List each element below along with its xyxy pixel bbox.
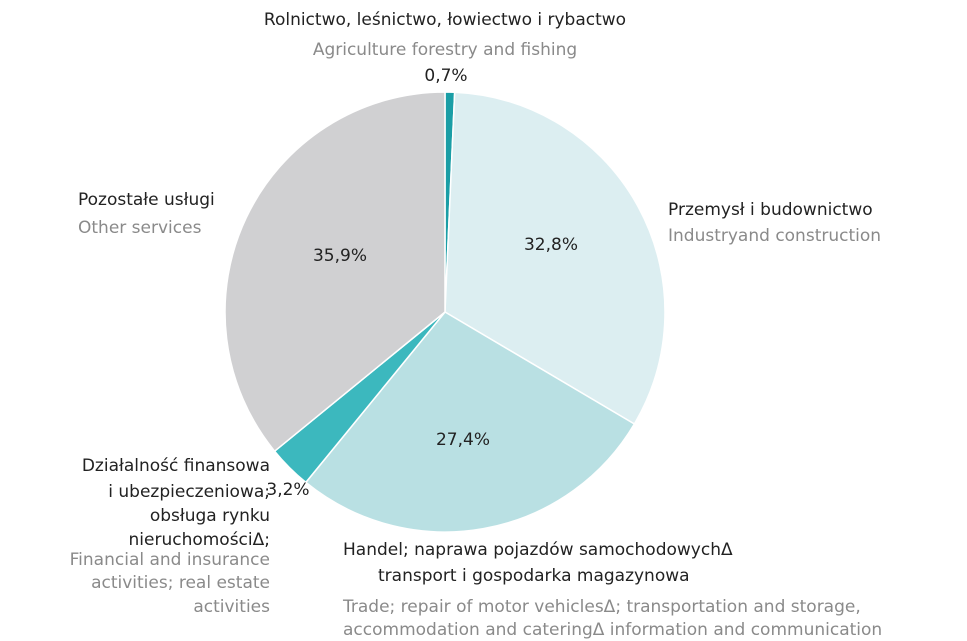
category-label-en: activities [193,597,270,617]
value-label: 0,7% [424,66,467,86]
category-label-en: Other services [78,218,202,238]
value-label: 35,9% [313,246,367,266]
category-label: Przemysł i budownictwo [668,200,873,220]
value-label: 3,2% [266,480,309,500]
pie-slice [444,91,666,426]
category-label: nieruchomościΔ; [129,530,271,550]
category-label-en: Financial and insurance [70,550,270,570]
category-label-en: activities; real estate [91,573,270,593]
pie-slice [304,311,636,533]
category-label: i ubezpieczeniowa; [108,482,270,502]
category-label: Handel; naprawa pojazdów samochodowychΔ [343,540,733,560]
category-label-en: Agriculture forestry and fishing [313,40,577,60]
category-label-en: accommodation and cateringΔ information … [343,620,882,640]
category-label-en: Trade; repair of motor vehiclesΔ; transp… [342,597,861,617]
category-label: transport i gospodarka magazynowa [378,566,690,586]
category-label: Pozostałe usługi [78,190,215,210]
category-label: Działalność finansowa [82,456,270,476]
category-label: obsługa rynku [150,506,270,526]
category-label: Rolnictwo, leśnictwo, łowiectwo i rybact… [264,10,626,30]
category-label-en: Industryand construction [668,226,881,246]
pie-slice [224,91,446,453]
value-label: 27,4% [436,430,490,450]
value-label: 32,8% [524,235,578,255]
